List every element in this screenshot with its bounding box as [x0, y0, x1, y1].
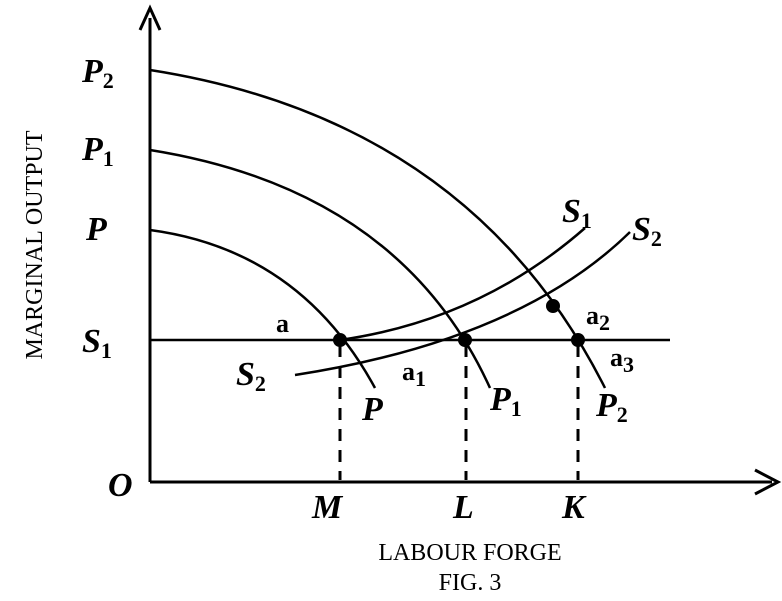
point-label: a1 — [402, 357, 426, 391]
origin: O — [108, 467, 133, 504]
dot — [333, 333, 347, 347]
point-label: a — [276, 309, 289, 338]
curve-label: S1 — [562, 193, 592, 233]
curve-label-sub: 2 — [651, 226, 662, 251]
point-label-sub: 1 — [415, 366, 426, 391]
y-label-base: S — [82, 323, 101, 360]
point-label-base: a — [276, 309, 289, 338]
point-label-sub: 3 — [623, 352, 634, 377]
y-arrow — [138, 4, 162, 31]
point-label: a2 — [586, 301, 610, 335]
curve-label-sub: 1 — [581, 208, 592, 233]
x-axis-label: LABOUR FORGE — [378, 540, 561, 566]
curve-label-base: S — [562, 193, 581, 230]
x-label: L — [452, 489, 474, 526]
point-label-base: a — [402, 357, 415, 386]
point-label-base: a — [586, 301, 599, 330]
curve-label-base: P — [489, 381, 511, 418]
x-label: M — [311, 489, 344, 526]
x-label: K — [561, 489, 587, 526]
point-label: a3 — [610, 343, 634, 377]
curve-label-sub: 2 — [617, 402, 628, 427]
curve-s1 — [339, 227, 586, 342]
curve-label-base: S — [236, 356, 255, 393]
y-label: S1 — [82, 323, 112, 363]
curve-label: S2 — [632, 211, 662, 251]
y-label: P2 — [81, 53, 114, 93]
y-label-sub: 2 — [103, 68, 114, 93]
curve-p2 — [149, 68, 607, 389]
caption: FIG. 3 — [439, 570, 502, 596]
y-label-base: P — [85, 211, 107, 248]
y-label: P — [85, 211, 107, 248]
curve-p — [149, 228, 377, 389]
curve-label: P1 — [489, 381, 522, 421]
dot — [458, 333, 472, 347]
x-arrow — [754, 468, 782, 496]
curve-label: P2 — [595, 387, 628, 427]
y-label: P1 — [81, 131, 114, 171]
y-label-sub: 1 — [101, 338, 112, 363]
curve-s2 — [294, 231, 631, 377]
y-label-base: P — [81, 131, 103, 168]
curve-label: S2 — [236, 356, 266, 396]
y-label-base: P — [81, 53, 103, 90]
curve-label-base: S — [632, 211, 651, 248]
dot — [571, 333, 585, 347]
curve-label-base: P — [595, 387, 617, 424]
curve-label: P — [361, 391, 383, 428]
curve-label-sub: 1 — [511, 396, 522, 421]
point-label-base: a — [610, 343, 623, 372]
y-axis-label: MARGINAL OUTPUT — [22, 130, 48, 359]
y-label-sub: 1 — [103, 146, 114, 171]
dot — [546, 299, 560, 313]
curve-label-sub: 2 — [255, 371, 266, 396]
point-label-sub: 2 — [599, 310, 610, 335]
curve-label-base: P — [361, 391, 383, 428]
